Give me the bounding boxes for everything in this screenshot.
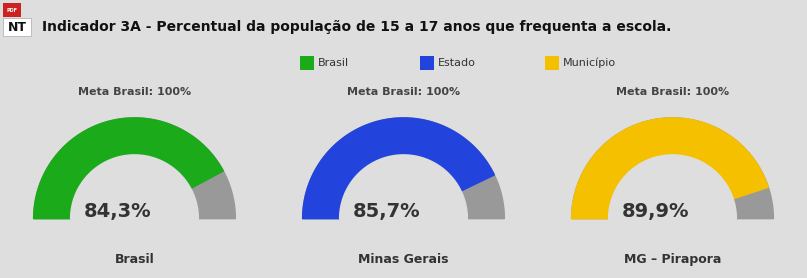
- Bar: [420, 56, 434, 70]
- Text: Minas Gerais: Minas Gerais: [358, 253, 449, 265]
- Polygon shape: [34, 118, 224, 219]
- Bar: [3, 18, 31, 36]
- Polygon shape: [571, 118, 768, 219]
- Text: 89,9%: 89,9%: [621, 202, 689, 220]
- Text: Meta Brasil: 100%: Meta Brasil: 100%: [347, 87, 460, 97]
- Text: 85,7%: 85,7%: [353, 202, 420, 220]
- Text: Indicador 3A - Percentual da população de 15 a 17 anos que frequenta a escola.: Indicador 3A - Percentual da população d…: [42, 20, 671, 34]
- Text: MG – Pirapora: MG – Pirapora: [624, 253, 721, 265]
- Bar: [545, 56, 559, 70]
- Polygon shape: [24, 220, 245, 278]
- Text: Brasil: Brasil: [318, 58, 349, 68]
- Text: Brasil: Brasil: [115, 253, 154, 265]
- Text: Meta Brasil: 100%: Meta Brasil: 100%: [78, 87, 191, 97]
- Polygon shape: [608, 155, 737, 219]
- Polygon shape: [562, 220, 783, 278]
- Text: 84,3%: 84,3%: [83, 202, 151, 220]
- Bar: [300, 56, 314, 70]
- Polygon shape: [303, 118, 504, 219]
- Text: Meta Brasil: 100%: Meta Brasil: 100%: [616, 87, 729, 97]
- Polygon shape: [303, 118, 495, 219]
- Polygon shape: [340, 155, 467, 219]
- Text: Município: Município: [563, 58, 616, 68]
- Text: NT: NT: [7, 21, 27, 34]
- Text: Estado: Estado: [438, 58, 476, 68]
- Bar: [3, 3, 21, 17]
- Polygon shape: [293, 220, 514, 278]
- Polygon shape: [34, 118, 236, 219]
- Polygon shape: [71, 155, 199, 219]
- Text: PDF: PDF: [6, 8, 18, 13]
- Polygon shape: [571, 118, 773, 219]
